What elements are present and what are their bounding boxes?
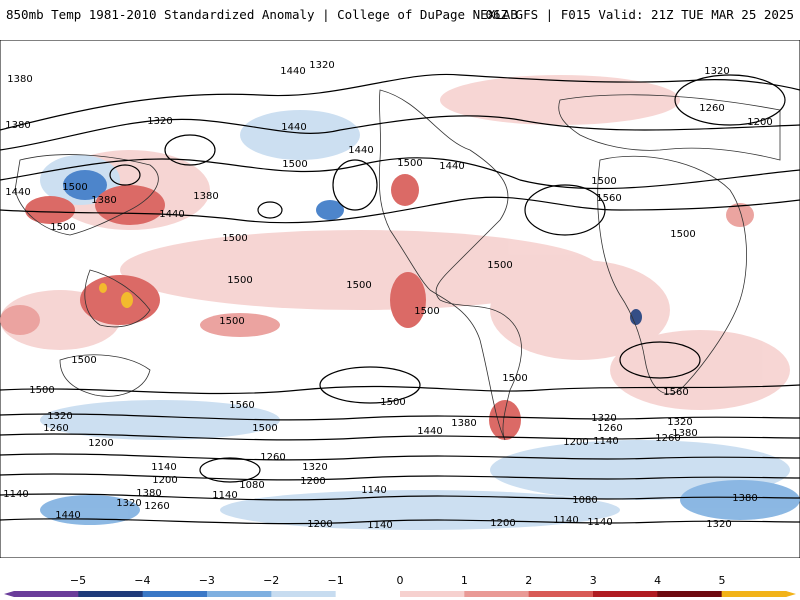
contour-label: 1500 (62, 182, 87, 193)
contour-label: 1260 (597, 423, 622, 434)
contour-label: 1380 (7, 74, 32, 85)
colorbar-segment (78, 591, 144, 597)
contour-label: 1320 (47, 411, 72, 422)
contour-label: 1260 (655, 433, 680, 444)
contour-label: 1320 (706, 519, 731, 530)
contour-label: 1200 (747, 117, 772, 128)
colorbar-tick-label: −3 (199, 574, 215, 587)
contour-label: 1560 (596, 193, 621, 204)
contour-label: 1560 (663, 387, 688, 398)
colorbar-segment (271, 591, 337, 597)
colorbar-tick-label: 5 (719, 574, 726, 587)
contour-label: 1380 (91, 195, 116, 206)
anomaly-map: 1380 1440 1320 1260 1320 1200 1380 1320 … (0, 40, 800, 558)
contour-label: 1500 (222, 233, 247, 244)
contour-label: 1140 (367, 520, 392, 531)
contour-label: 1380 (672, 428, 697, 439)
contour-label: 1440 (280, 66, 305, 77)
colorbar-segment (335, 591, 401, 597)
colorbar-tick-label: −4 (134, 574, 150, 587)
contour-label: 1440 (55, 510, 80, 521)
colorbar-segment (721, 591, 787, 597)
colorbar-tick-label: 1 (461, 574, 468, 587)
contour-label: 1260 (43, 423, 68, 434)
colorbar-tick-label: 3 (590, 574, 597, 587)
contour-label: 1260 (144, 501, 169, 512)
contour-label: 1320 (704, 66, 729, 77)
contour-label: 1200 (152, 475, 177, 486)
contour-label: 1260 (260, 452, 285, 463)
contour-label: 1500 (397, 158, 422, 169)
contour-label: 1500 (502, 373, 527, 384)
contour-label: 1500 (282, 159, 307, 170)
contour-label: 1500 (219, 316, 244, 327)
contour-label: 1140 (361, 485, 386, 496)
contour-label: 1140 (151, 462, 176, 473)
contour-label: 1500 (380, 397, 405, 408)
contour-label: 1500 (487, 260, 512, 271)
colorbar-segment (464, 591, 530, 597)
colorbar-max-arrow (786, 591, 796, 597)
chart-header: 850mb Temp 1981-2010 Standardized Anomal… (0, 0, 800, 30)
contour-label: 1320 (116, 498, 141, 509)
contour-label: 1440 (348, 145, 373, 156)
contour-label: 1500 (71, 355, 96, 366)
contour-label: 1500 (227, 275, 252, 286)
colorbar-segment (14, 591, 79, 597)
contour-label: 1320 (147, 116, 172, 127)
contour-label: 1440 (439, 161, 464, 172)
colorbar-tick-label: −5 (70, 574, 86, 587)
model-valid-time: 06Z GFS | F015 Valid: 21Z TUE MAR 25 202… (485, 7, 794, 22)
colorbar-tick-label: −1 (327, 574, 343, 587)
anomaly-colorbar: −5 −4 −3 −2 −1 0 1 2 3 4 5 (4, 574, 796, 597)
contour-label: 1380 (136, 488, 161, 499)
contour-label: 1140 (553, 515, 578, 526)
contour-label: 1080 (572, 495, 597, 506)
contour-label: 1140 (593, 436, 618, 447)
contour-label: 1440 (159, 209, 184, 220)
contour-label: 1500 (252, 423, 277, 434)
contour-label: 1380 (193, 191, 218, 202)
colorbar-tick-label: −2 (263, 574, 279, 587)
colorbar-tick-label: 2 (525, 574, 532, 587)
colorbar-tick-label: 4 (654, 574, 661, 587)
contour-label: 1500 (29, 385, 54, 396)
colorbar-segment (142, 591, 208, 597)
contour-label: 1320 (309, 60, 334, 71)
contour-label: 1380 (5, 120, 30, 131)
contour-label: 1500 (50, 222, 75, 233)
colorbar-segment (528, 591, 594, 597)
contour-label: 1320 (591, 413, 616, 424)
contour-label: 1200 (300, 476, 325, 487)
contour-label: 1320 (667, 417, 692, 428)
contour-label: 1560 (229, 400, 254, 411)
contour-label: 1440 (417, 426, 442, 437)
contour-label: 1140 (212, 490, 237, 501)
contour-label: 1500 (346, 280, 371, 291)
colorbar-segment (657, 591, 723, 597)
contour-label: 1320 (302, 462, 327, 473)
colorbar-segment (593, 591, 658, 597)
contour-label: 1140 (3, 489, 28, 500)
colorbar-segment (400, 591, 465, 597)
contour-label: 1440 (5, 187, 30, 198)
colorbar-min-arrow (4, 591, 14, 597)
contour-label: 1080 (239, 480, 264, 491)
contour-label: 1200 (88, 438, 113, 449)
contour-label: 1380 (732, 493, 757, 504)
contour-label: 1500 (414, 306, 439, 317)
colorbar-segment (207, 591, 272, 597)
contour-label: 1500 (591, 176, 616, 187)
contour-label: 1440 (281, 122, 306, 133)
contour-label: 1200 (563, 437, 588, 448)
contour-label: 1500 (670, 229, 695, 240)
contour-label: 1200 (490, 518, 515, 529)
contour-label: 1200 (307, 519, 332, 530)
contour-label: 1380 (451, 418, 476, 429)
contour-label: 1140 (587, 517, 612, 528)
product-title: 850mb Temp 1981-2010 Standardized Anomal… (6, 7, 518, 22)
colorbar-tick-label: 0 (397, 574, 404, 587)
contour-label: 1260 (699, 103, 724, 114)
